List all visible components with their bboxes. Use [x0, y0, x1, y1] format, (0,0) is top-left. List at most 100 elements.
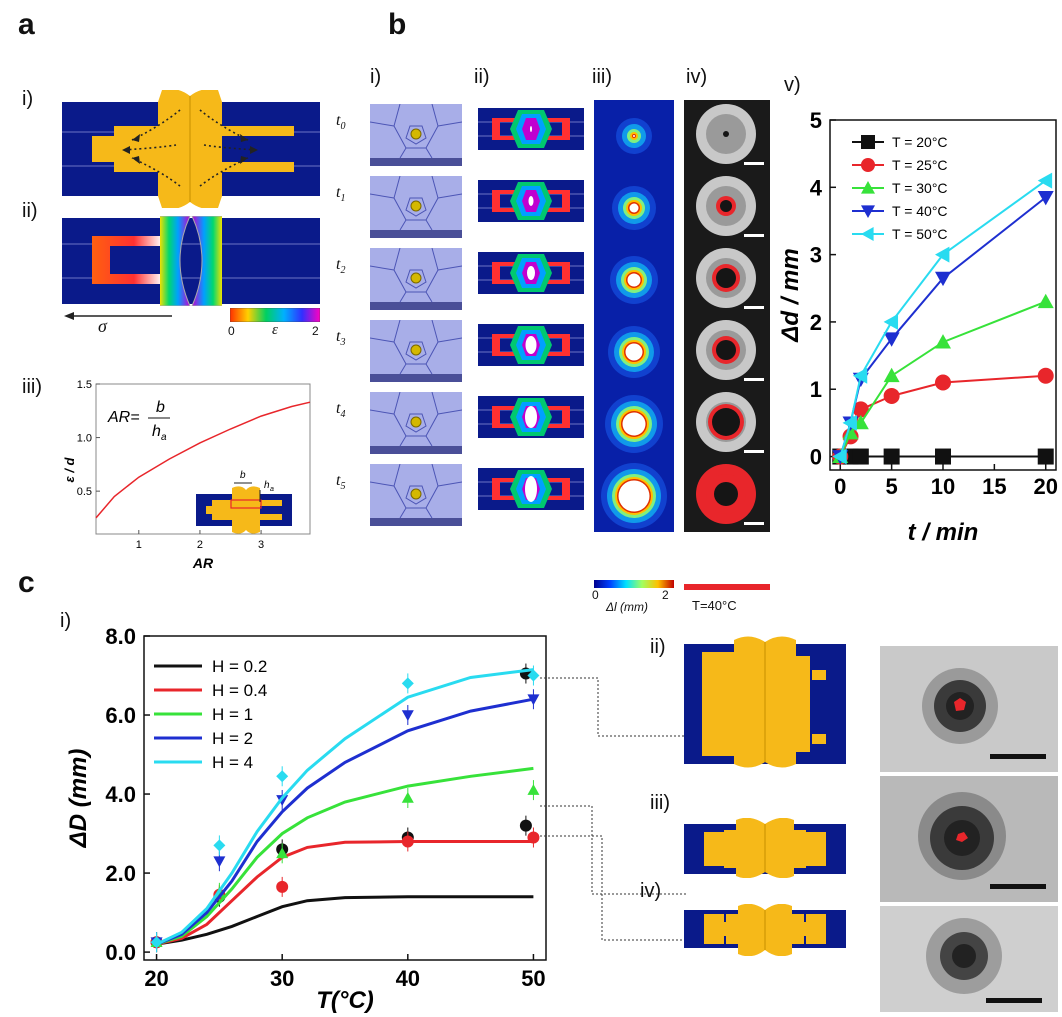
b-iii-displacement-tile [594, 316, 674, 388]
ci-xtick-label: 30 [270, 966, 294, 991]
tile-base [370, 518, 462, 526]
ci-legend-label: H = 1 [212, 705, 253, 724]
pore [629, 203, 639, 213]
scale-bar [744, 234, 764, 237]
pore [716, 340, 736, 360]
ci-ytick-label: 4.0 [105, 782, 136, 807]
panel-c-connector-lines [540, 677, 686, 941]
panel-b-v-chart: 0 5 10 15 20 0 1 2 3 4 5 T = 20°C T = 25°C T = 30°C T … [780, 108, 1058, 546]
time-label: t1 [336, 184, 346, 205]
strain-colorbar-min: 0 [228, 324, 235, 338]
red-right [546, 118, 570, 140]
ci-data-point [213, 856, 226, 868]
pore [410, 200, 422, 212]
cell-edge [425, 248, 439, 303]
gap [530, 126, 532, 132]
pore [716, 268, 736, 288]
ci-xtick-label: 50 [521, 966, 545, 991]
red-right [546, 478, 570, 500]
bv-legend-label: T = 20°C [892, 134, 948, 150]
a3-xtick-label: 1 [136, 539, 142, 551]
center-cell [405, 197, 427, 217]
b-ii-strain-tile [478, 324, 584, 366]
strain-colorbar-max: 2 [312, 324, 319, 338]
ci-fit-curve [155, 668, 534, 946]
ci-data-point [401, 710, 414, 722]
ci-data-point [276, 795, 289, 806]
bv-legend-marker [861, 181, 875, 194]
red-left [492, 262, 516, 284]
ci-fit-curve [156, 840, 534, 946]
panel-a-sigma-label: σ [98, 316, 107, 336]
cell-edge [393, 464, 407, 519]
panel-c-iv-joint-short [684, 904, 846, 956]
a3-inset-joint-icon [196, 482, 292, 534]
red-left [492, 118, 516, 140]
bv-data-point [935, 246, 950, 263]
cell-edge [393, 248, 407, 303]
cell-edge [437, 409, 462, 415]
panel-a-stress-arrow [64, 312, 172, 320]
pore [723, 131, 729, 137]
time-label: t2 [336, 256, 346, 277]
pore [712, 408, 740, 436]
bv-legend-marker [861, 158, 875, 172]
bv-legend-marker [861, 205, 875, 218]
cell-edge [370, 337, 395, 343]
cell-edge [437, 265, 462, 271]
gap [525, 476, 537, 502]
pore [633, 135, 635, 137]
b-iii-displacement-tile [594, 100, 674, 172]
cell-edge [437, 337, 462, 343]
bv-xlabel: t / min [908, 519, 979, 546]
a3-xlabel: AR [192, 555, 214, 571]
panel-a-i-joint-schematic [62, 90, 320, 208]
bv-legend-label: T = 25°C [892, 157, 948, 173]
panel-a-strain-colorbar [230, 308, 320, 322]
red-left [492, 406, 516, 428]
cell-edge [393, 176, 407, 231]
ci-data-point [527, 831, 540, 844]
red-left [492, 478, 516, 500]
b-ii-strain-tile [478, 180, 584, 222]
ci-data-point [401, 835, 414, 848]
panel-a-iii-chart: 1 2 3 0.5 1.0 1.5 b h a AR= b h a ε / d AR [62, 380, 311, 571]
ci-data-point [276, 770, 289, 783]
panel-c-ii-joint-tall [684, 636, 846, 768]
ci-data-point [401, 792, 414, 803]
pore [714, 482, 738, 506]
cell-edge [437, 121, 462, 127]
a3-formula-den-sub: a [161, 432, 167, 443]
panel-b-label-iv: iv) [686, 66, 708, 88]
b-ii-strain-tile [478, 108, 584, 150]
b-i-honeycomb-tile [370, 320, 462, 382]
pore [410, 416, 422, 428]
ci-fit-curve [156, 697, 534, 946]
time-label: t4 [336, 400, 346, 421]
temp-label: T=40°C [692, 598, 737, 613]
pore [410, 272, 422, 284]
bv-data-point [883, 313, 899, 330]
bv-xtick-label: 5 [886, 474, 898, 499]
panel-a-label-iii: iii) [22, 376, 42, 398]
bv-data-point [1037, 367, 1054, 384]
cell-edge [425, 104, 439, 159]
a3-inset-h-sub: a [270, 486, 274, 493]
b-iv-photo-tile [684, 172, 770, 244]
pore [618, 480, 650, 512]
red-left [492, 334, 516, 356]
panel-letter-c: c [18, 566, 35, 599]
cell-edge [370, 265, 395, 271]
cell-edge [425, 464, 439, 519]
bv-data-point [935, 374, 951, 391]
b-i-honeycomb-tile [370, 248, 462, 310]
a3-formula-numerator: b [156, 399, 165, 416]
ci-data-point [401, 677, 414, 690]
cell-edge [393, 104, 407, 159]
ci-legend-label: H = 0.2 [212, 657, 267, 676]
ci-data-point [276, 880, 289, 893]
bv-data-point [1037, 172, 1053, 189]
pore [410, 488, 422, 500]
bv-xtick-label: 0 [834, 474, 846, 499]
bv-data-point [1037, 293, 1054, 309]
